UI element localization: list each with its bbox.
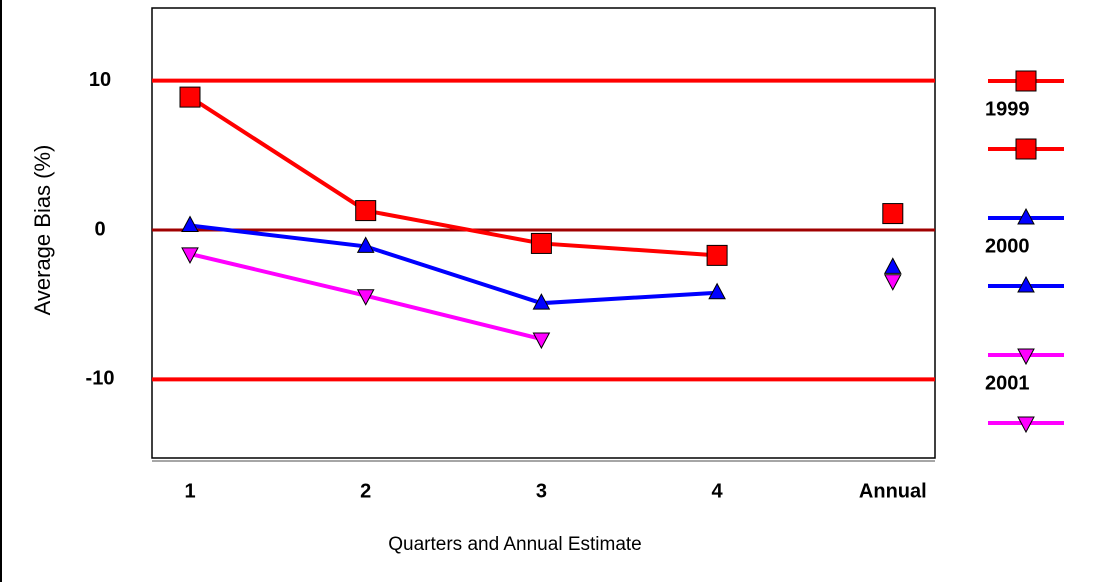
legend-marker [1017,348,1035,366]
y-tick-label: 0 [94,218,105,240]
marker [356,289,375,306]
x-tick-label: 4 [712,480,724,502]
legend-label: 2001 [985,372,1030,394]
series-line [188,95,718,258]
marker [883,257,902,274]
series-line [189,223,718,306]
plot-frame [151,7,936,459]
legend-label: 1999 [985,98,1030,120]
marker [181,215,199,233]
x-axis-title: Quarters and Annual Estimate [388,534,641,555]
marker [706,244,728,266]
marker [882,203,904,225]
marker [532,293,551,310]
legend-marker [1017,416,1035,434]
marker [181,247,199,264]
y-axis-title: Average Bias (%) [30,145,55,316]
x-tick-label: 3 [536,480,547,502]
x-tick-label: Annual [859,480,927,502]
marker [179,86,201,108]
legend-marker [1017,207,1035,225]
legend-marker [1017,275,1035,293]
legend-marker [1015,70,1037,92]
marker [355,200,377,222]
marker [883,274,902,291]
y-tick-label: 10 [89,69,111,91]
marker [708,282,726,300]
y-tick-label: -10 [86,368,115,390]
x-tick-label: 2 [360,480,371,502]
marker [356,236,375,253]
x-tick-label: 1 [184,480,195,502]
legend-label: 2000 [985,235,1030,257]
marker [530,232,552,254]
marker [532,332,551,350]
legend-marker [1015,138,1037,160]
